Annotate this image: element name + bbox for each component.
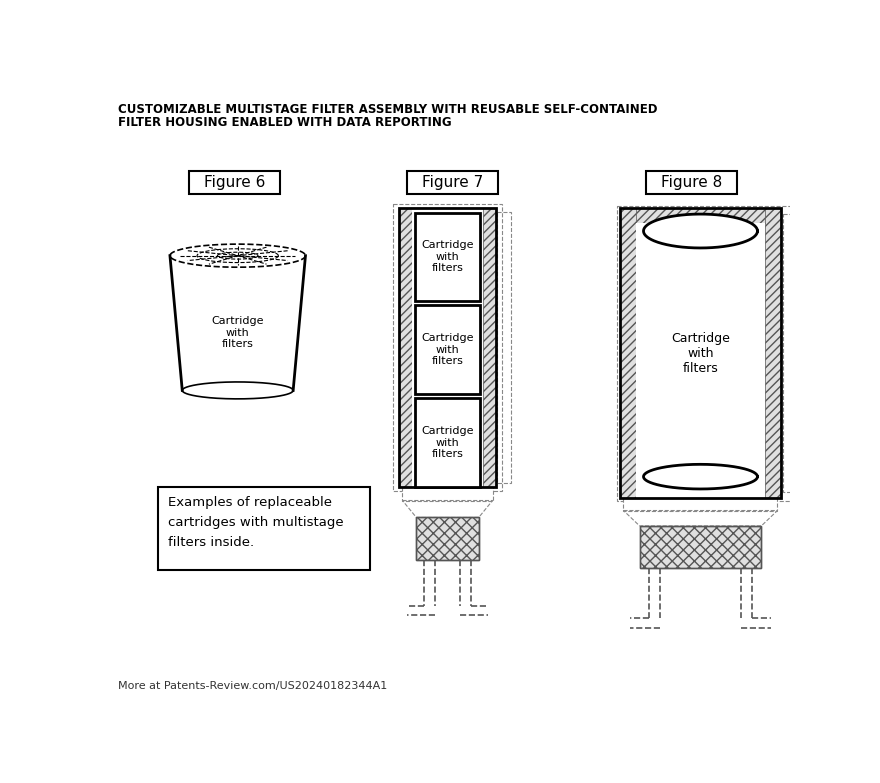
Text: Cartridge
with
filters: Cartridge with filters — [211, 316, 264, 349]
Bar — [414, 399, 480, 487]
Bar — [620, 208, 781, 223]
Bar — [640, 526, 761, 568]
Bar — [620, 208, 781, 498]
Bar — [412, 208, 483, 487]
Text: Cartridge
with
filters: Cartridge with filters — [671, 332, 730, 375]
Text: Figure 6: Figure 6 — [204, 175, 265, 190]
Bar — [402, 487, 493, 500]
Bar — [497, 211, 511, 483]
FancyBboxPatch shape — [407, 171, 498, 194]
Text: Examples of replaceable
cartridges with multistage
filters inside.: Examples of replaceable cartridges with … — [167, 496, 343, 549]
FancyBboxPatch shape — [158, 487, 370, 570]
Bar — [620, 208, 635, 498]
Text: Cartridge
with
filters: Cartridge with filters — [422, 426, 473, 459]
Bar — [414, 212, 480, 301]
FancyBboxPatch shape — [646, 171, 737, 194]
Bar — [766, 208, 781, 498]
Text: More at Patents-Review.com/US20240182344A1: More at Patents-Review.com/US20240182344… — [118, 680, 387, 691]
Bar — [783, 214, 797, 492]
Bar — [623, 498, 778, 511]
FancyBboxPatch shape — [189, 171, 280, 194]
Bar — [400, 208, 412, 487]
Bar — [400, 208, 495, 487]
Polygon shape — [623, 511, 778, 526]
Bar — [393, 204, 502, 490]
Bar — [640, 526, 761, 568]
Bar — [416, 518, 479, 560]
Text: CUSTOMIZABLE MULTISTAGE FILTER ASSEMBLY WITH REUSABLE SELF-CONTAINED: CUSTOMIZABLE MULTISTAGE FILTER ASSEMBLY … — [118, 103, 658, 116]
Bar — [416, 518, 479, 560]
Text: Figure 8: Figure 8 — [661, 175, 722, 190]
Polygon shape — [643, 464, 758, 489]
Text: Figure 7: Figure 7 — [422, 175, 483, 190]
Bar — [414, 305, 480, 394]
Text: Cartridge
with
filters: Cartridge with filters — [422, 240, 473, 273]
Bar — [617, 206, 800, 500]
Bar — [483, 208, 495, 487]
Polygon shape — [643, 214, 758, 248]
Text: Cartridge
with
filters: Cartridge with filters — [422, 333, 473, 366]
Text: FILTER HOUSING ENABLED WITH DATA REPORTING: FILTER HOUSING ENABLED WITH DATA REPORTI… — [118, 116, 452, 128]
Polygon shape — [402, 500, 493, 518]
Bar — [635, 223, 766, 498]
